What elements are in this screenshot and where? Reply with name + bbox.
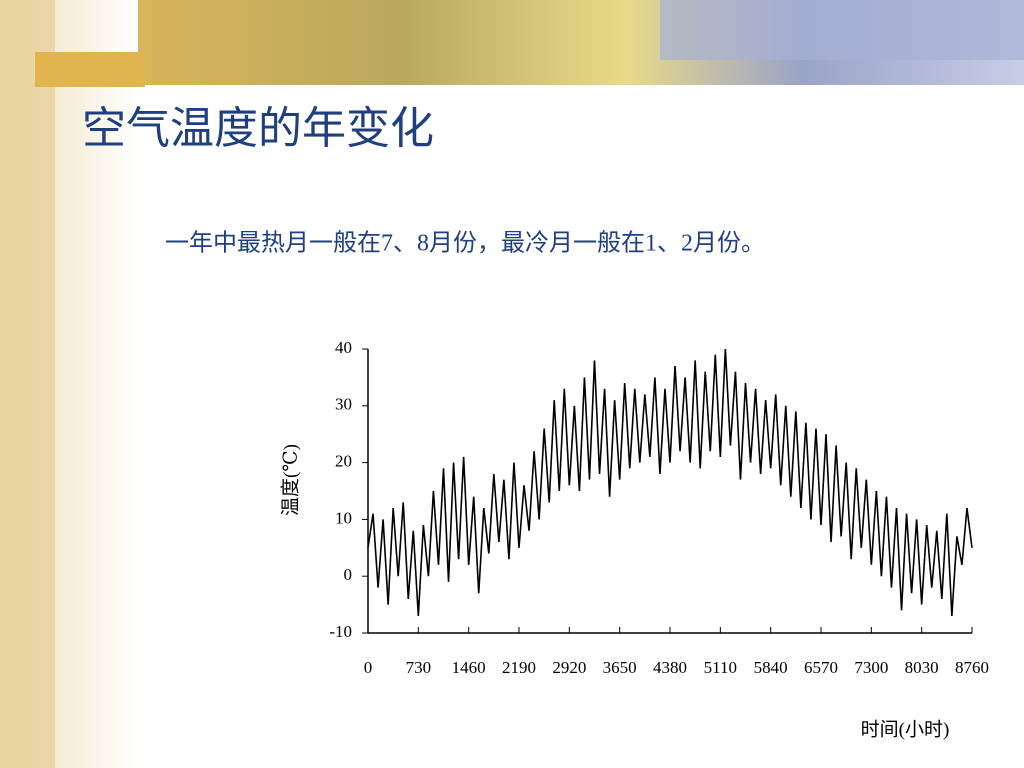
x-tick-label: 8760 bbox=[955, 658, 989, 677]
banner-flowers bbox=[660, 0, 1024, 60]
x-tick-label: 5840 bbox=[754, 658, 788, 677]
x-tick-label: 6570 bbox=[804, 658, 838, 677]
x-axis-label: 时间(小时) bbox=[861, 718, 950, 740]
banner-block bbox=[35, 52, 145, 87]
temperature-line bbox=[367, 348, 973, 617]
plot: -10 0 10 20 30 40 0 730 1460 2190 2920 3650 4380 5110… bbox=[329, 338, 989, 677]
x-tick-label: 2920 bbox=[552, 658, 586, 677]
x-tick-label: 5110 bbox=[704, 658, 737, 677]
slide-title: 空气温度的年变化 bbox=[82, 104, 434, 153]
x-tick-label: 8030 bbox=[905, 658, 939, 677]
y-tick-label: 40 bbox=[335, 338, 352, 357]
y-tick-label: 20 bbox=[335, 452, 352, 471]
y-axis-label: 温度(℃) bbox=[279, 444, 301, 516]
y-tick-label: 0 bbox=[344, 565, 353, 584]
y-tick-label: 30 bbox=[335, 395, 352, 414]
x-tick-label: 3650 bbox=[603, 658, 637, 677]
x-tick-label: 2190 bbox=[502, 658, 536, 677]
x-tick-label: 7300 bbox=[854, 658, 888, 677]
x-tick-label: 730 bbox=[406, 658, 432, 677]
y-tick-label: -10 bbox=[329, 622, 352, 641]
x-tick-label: 1460 bbox=[452, 658, 486, 677]
y-tick-label: 10 bbox=[335, 508, 352, 527]
side-strip bbox=[0, 0, 55, 768]
x-tick-label: 4380 bbox=[653, 658, 687, 677]
x-tick-label: 0 bbox=[364, 658, 373, 677]
slide-subtitle: 一年中最热月一般在7、8月份，最冷月一般在1、2月份。 bbox=[165, 230, 765, 257]
